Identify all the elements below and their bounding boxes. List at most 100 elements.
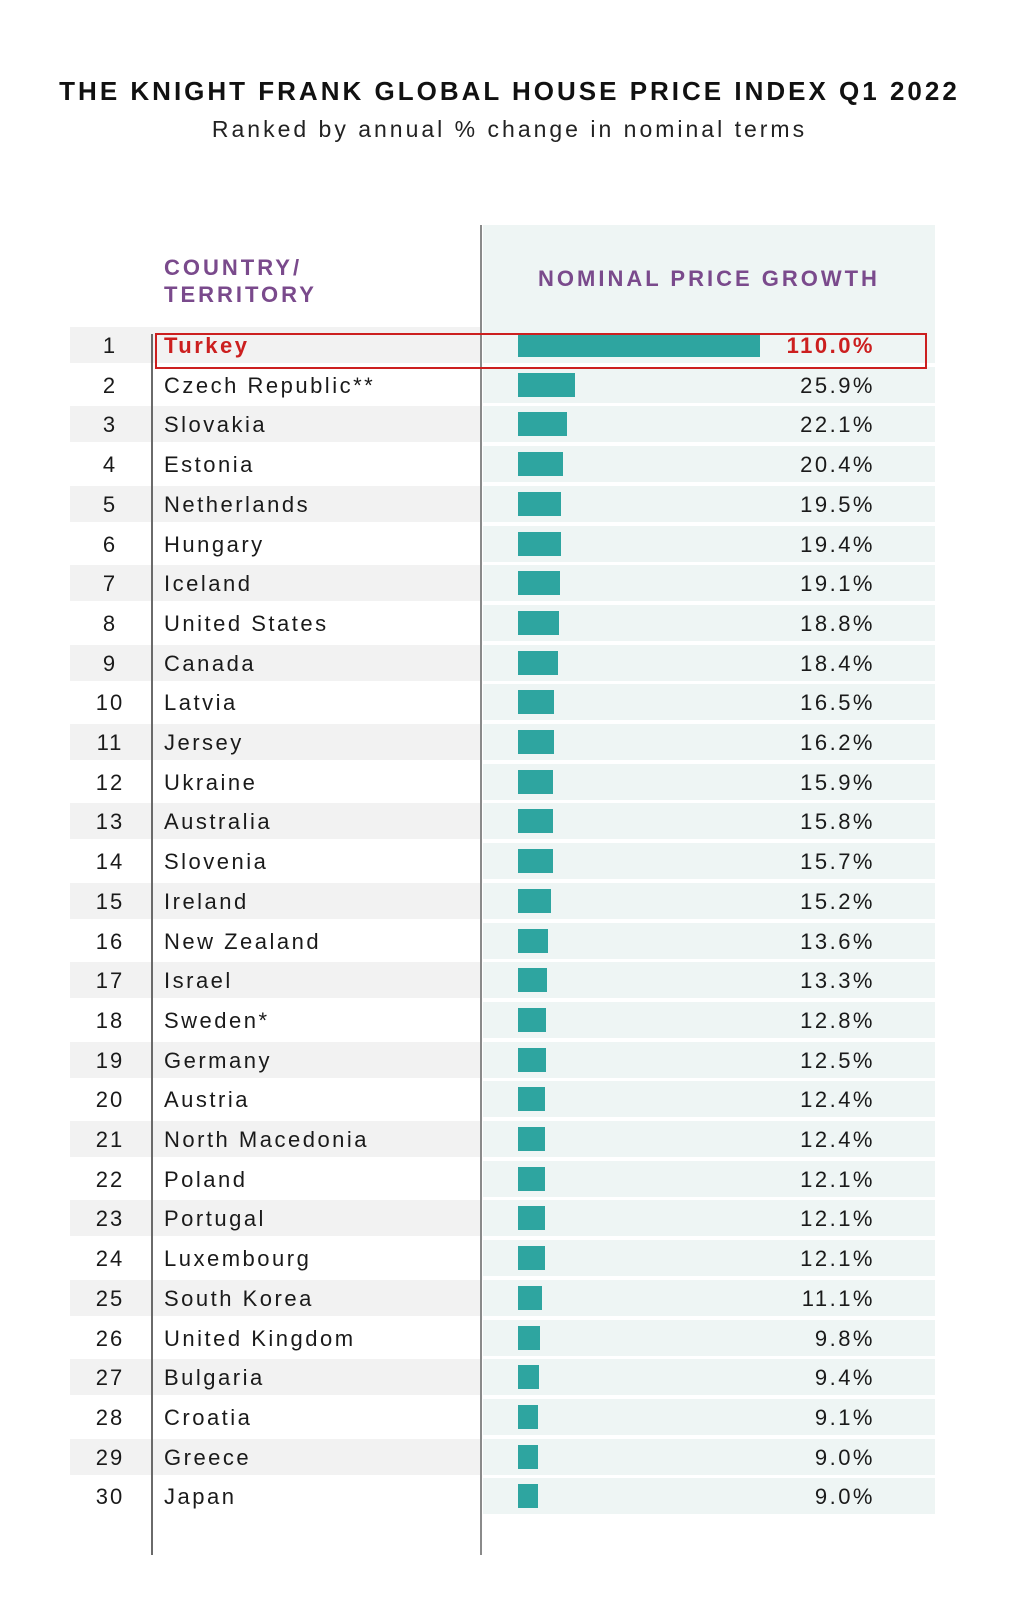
country-label: United States [164, 610, 329, 636]
value-label: 13.6% [800, 928, 875, 954]
row-right-cell [483, 684, 935, 721]
rank-label: 18 [95, 1007, 125, 1033]
rank-label: 5 [102, 491, 118, 517]
value-label: 12.4% [800, 1127, 875, 1152]
rank-label: 20 [95, 1087, 125, 1113]
country-label: United Kingdom [164, 1325, 356, 1351]
bar [518, 769, 553, 794]
bar [518, 1047, 546, 1072]
country-label: Luxembourg [164, 1246, 312, 1272]
value-label: 12.5% [800, 1047, 875, 1073]
rank-label: 10 [95, 690, 125, 716]
bar [518, 968, 548, 993]
rank-label: 11 [96, 730, 124, 755]
rank-label: 6 [102, 531, 118, 557]
country-label: New Zealand [164, 928, 322, 954]
rank-label: 15 [95, 888, 125, 914]
row-right-cell [483, 843, 935, 880]
country-label: Latvia [164, 690, 238, 716]
row-left-cell [70, 1438, 480, 1475]
table-row: 24 Luxembourg 12.1% [70, 1240, 935, 1277]
rank-label: 19 [95, 1047, 125, 1073]
row-right-cell [483, 763, 935, 800]
row-left-cell [70, 724, 480, 760]
table-row: 5 Netherlands 19.5% [70, 485, 935, 522]
row-left-cell [70, 962, 480, 999]
highlight-box [155, 333, 927, 369]
table-row: 12 Ukraine 15.9% [70, 763, 935, 800]
bar [518, 1246, 545, 1271]
table-row: 4 Estonia 20.4% [70, 446, 935, 483]
country-label: Israel [164, 968, 233, 994]
rank-label: 23 [95, 1206, 125, 1232]
bar [518, 412, 567, 437]
country-label: South Korea [164, 1285, 314, 1311]
bar [518, 1484, 538, 1509]
row-left-cell [70, 406, 480, 443]
bar [518, 372, 575, 397]
table-row: 22 Poland 12.1% [70, 1160, 935, 1197]
table-row: 3 Slovakia 22.1% [70, 406, 935, 443]
bar [518, 1365, 539, 1390]
rank-label: 21 [95, 1127, 125, 1152]
value-label: 13.3% [800, 968, 875, 994]
rank-label: 13 [95, 809, 125, 835]
rank-label: 2 [102, 372, 118, 398]
table-row: 8 United States 18.8% [70, 604, 935, 641]
bar [518, 690, 555, 715]
rank-divider [151, 334, 153, 1555]
row-right-cell [483, 1160, 935, 1197]
row-right-cell [483, 1398, 935, 1435]
growth-column-header: NOMINAL PRICE GROWTH [538, 266, 880, 291]
table-row: 19 Germany 12.5% [70, 1041, 935, 1078]
table-row: 11 Jersey 16.2% [70, 724, 935, 760]
bar [518, 333, 760, 357]
value-label: 12.8% [800, 1007, 875, 1033]
rank-label: 8 [102, 610, 118, 636]
bar [518, 1127, 546, 1151]
value-label: 20.4% [800, 452, 875, 478]
value-label: 12.1% [800, 1206, 875, 1232]
table-row: 18 Sweden* 12.8% [70, 1001, 935, 1038]
row-right-cell [483, 1041, 935, 1078]
table-row: 29 Greece 9.0% [70, 1438, 935, 1475]
country-label: Netherlands [164, 491, 311, 517]
country-label: Croatia [164, 1404, 253, 1430]
country-column-header: COUNTRY/ TERRITORY [164, 254, 317, 308]
row-right-cell [483, 724, 935, 760]
value-label: 15.7% [800, 849, 875, 875]
value-label: 110.0% [786, 333, 875, 358]
chart-subtitle: Ranked by annual % change in nominal ter… [211, 116, 808, 142]
row-right-cell [483, 882, 935, 919]
row-right-cell [483, 962, 935, 999]
rank-label: 24 [95, 1246, 125, 1272]
value-label: 9.4% [814, 1365, 875, 1391]
table-row: 2 Czech Republic** 25.9% [70, 366, 935, 403]
rank-label: 29 [95, 1444, 125, 1470]
bar [518, 849, 553, 874]
row-left-cell [70, 1359, 480, 1396]
country-label: Poland [164, 1166, 248, 1192]
row-left-cell [70, 1279, 480, 1316]
country-label: Australia [164, 809, 273, 835]
row-right-cell [483, 1319, 935, 1356]
value-label: 18.8% [800, 610, 875, 636]
row-left-cell [70, 485, 480, 522]
table-row: 17 Israel 13.3% [70, 962, 935, 999]
country-label: Slovenia [164, 849, 269, 875]
country-label: Ireland [164, 888, 249, 914]
row-left-cell [70, 565, 480, 602]
row-left-cell [70, 1041, 480, 1078]
table-row: 15 Ireland 15.2% [70, 882, 935, 919]
table-row: 9 Canada 18.4% [70, 644, 935, 681]
bar [518, 1325, 540, 1350]
table-row: 16 New Zealand 13.6% [70, 922, 935, 959]
table-row: 7 Iceland 19.1% [70, 565, 935, 602]
row-right-cell [483, 1279, 935, 1316]
bar [518, 1007, 547, 1032]
bar [518, 650, 559, 675]
value-label: 12.1% [800, 1246, 875, 1272]
row-left-cell [70, 882, 480, 919]
table-row: 27 Bulgaria 9.4% [70, 1359, 935, 1396]
